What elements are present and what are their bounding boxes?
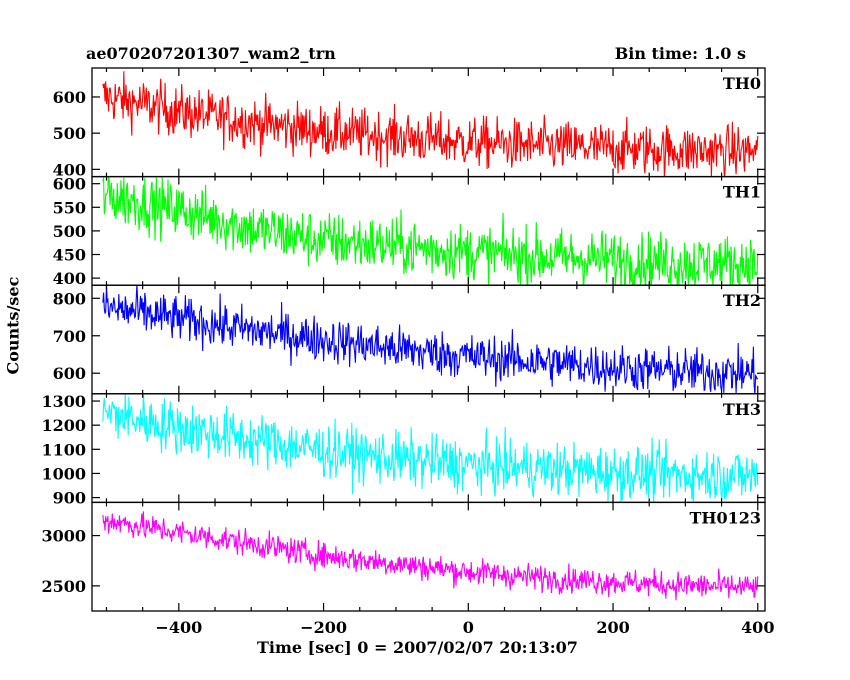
x-tick-label: 0 [463, 618, 474, 637]
series-line-th0 [102, 71, 759, 177]
panel-frame-th0123 [91, 501, 766, 612]
y-tick-label: 1200 [41, 416, 86, 435]
x-tick-label: −200 [300, 618, 347, 637]
bin-time-label: Bin time: 1.0 s [614, 44, 746, 63]
x-tick-label: 200 [596, 618, 629, 637]
y-tick-label: 2500 [41, 577, 86, 596]
y-tick-label: 1000 [41, 464, 86, 483]
x-tick-label: 400 [741, 618, 774, 637]
panel-label-th0123: TH0123 [689, 508, 761, 527]
chart-title: ae070207201307_wam2_trn [86, 44, 336, 63]
y-tick-label: 450 [53, 246, 86, 265]
series-line-th1 [102, 176, 759, 286]
y-tick-label: 1300 [41, 392, 86, 411]
panel-label-th3: TH3 [723, 400, 761, 419]
y-tick-label: 600 [53, 88, 86, 107]
y-tick-label: 900 [53, 489, 86, 508]
y-tick-label: 700 [53, 327, 86, 346]
y-tick-label: 1100 [41, 440, 86, 459]
series-line-th3 [102, 393, 759, 503]
y-tick-label: 3000 [41, 527, 86, 546]
y-tick-label: 500 [53, 124, 86, 143]
panel-frame-th2 [91, 284, 766, 395]
y-tick-label: 500 [53, 222, 86, 241]
x-tick-label: −400 [155, 618, 202, 637]
y-tick-label: 800 [53, 289, 86, 308]
panel-label-th0: TH0 [723, 74, 761, 93]
y-tick-label: 400 [53, 269, 86, 288]
y-tick-label: 600 [53, 364, 86, 383]
y-tick-label: 550 [53, 198, 86, 217]
y-tick-label: 400 [53, 160, 86, 179]
y-axis-label: Counts/sec [3, 276, 23, 375]
panel-label-th2: TH2 [723, 291, 761, 310]
panel-label-th1: TH1 [723, 183, 761, 202]
series-line-th2 [102, 285, 759, 394]
y-tick-label: 600 [53, 175, 86, 194]
x-axis-label: Time [sec] 0 = 2007/02/07 20:13:07 [257, 638, 578, 657]
series-line-th0123 [102, 511, 759, 601]
